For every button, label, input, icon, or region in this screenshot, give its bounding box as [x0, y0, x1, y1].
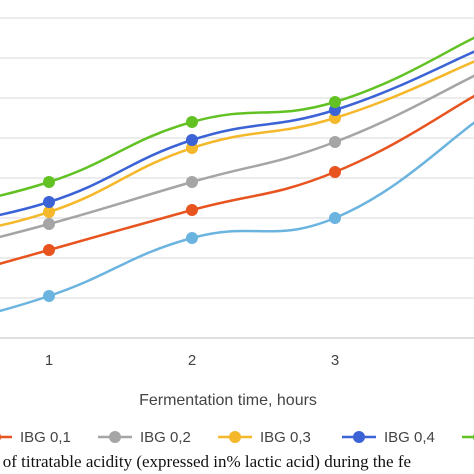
series-line — [0, 36, 474, 197]
legend-swatch-marker — [0, 433, 1, 441]
legend-label: IBG 0,1 — [20, 429, 71, 446]
x-tick-label: 3 — [331, 352, 339, 369]
legend: IBG 0,1 IBG 0,2 IBG 0,3 IBG 0,4 — [0, 429, 474, 446]
series-3 — [0, 60, 474, 227]
data-point — [186, 176, 198, 188]
series-0 — [0, 121, 474, 313]
series-1 — [0, 94, 474, 266]
legend-swatch-marker — [353, 431, 365, 443]
series-lines — [0, 36, 474, 313]
data-point — [43, 290, 55, 302]
legend-item: IBG 0,2 — [98, 429, 191, 446]
legend-label: IBG 0,4 — [384, 429, 435, 446]
legend-item: IBG 0,3 — [218, 429, 311, 446]
data-point — [43, 206, 55, 218]
series-5 — [0, 36, 474, 197]
legend-swatch-marker — [229, 431, 241, 443]
legend-swatch-marker — [109, 431, 121, 443]
legend-item — [462, 433, 474, 441]
x-tick-label: 2 — [188, 352, 196, 369]
legend-item: IBG 0,4 — [342, 429, 435, 446]
data-point — [43, 244, 55, 256]
series-2 — [0, 74, 474, 239]
x-tick-label: 1 — [45, 352, 53, 369]
data-point — [329, 212, 341, 224]
data-point — [43, 176, 55, 188]
series-line — [0, 60, 474, 227]
figure-caption: n of titratable acidity (expressed in% l… — [0, 452, 474, 472]
series-line — [0, 94, 474, 266]
data-point — [329, 96, 341, 108]
data-point — [43, 196, 55, 208]
data-point — [186, 232, 198, 244]
figure-caption-text: n of titratable acidity (expressed in% l… — [0, 452, 412, 471]
data-point — [186, 204, 198, 216]
data-point — [43, 218, 55, 230]
series-line — [0, 121, 474, 313]
legend-item: IBG 0,1 — [0, 429, 71, 446]
data-point — [186, 134, 198, 146]
data-point — [329, 136, 341, 148]
x-axis-label: Fermentation time, hours — [139, 392, 317, 409]
gridlines — [0, 17, 474, 299]
legend-label: IBG 0,2 — [140, 429, 191, 446]
legend-label: IBG 0,3 — [260, 429, 311, 446]
x-tick-labels: 1 2 3 — [45, 352, 339, 369]
data-point — [186, 116, 198, 128]
data-point — [329, 166, 341, 178]
